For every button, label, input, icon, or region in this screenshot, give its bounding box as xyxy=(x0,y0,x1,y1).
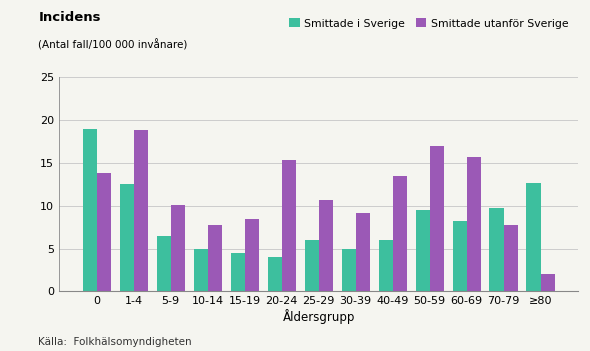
Bar xyxy=(156,236,171,291)
Bar xyxy=(208,225,222,291)
Bar xyxy=(267,257,281,291)
Bar xyxy=(526,184,540,291)
Bar xyxy=(319,200,333,291)
Bar xyxy=(503,225,517,291)
Bar xyxy=(120,184,134,291)
Text: (Antal fall/100 000 invånare): (Antal fall/100 000 invånare) xyxy=(38,39,188,50)
Bar xyxy=(392,176,407,291)
Bar xyxy=(540,274,555,291)
Bar xyxy=(415,210,430,291)
Bar xyxy=(430,146,444,291)
Bar xyxy=(171,205,185,291)
Bar xyxy=(342,249,356,291)
Bar xyxy=(379,240,392,291)
X-axis label: Åldersgrupp: Åldersgrupp xyxy=(283,309,355,324)
Text: Källa:  Folkhälsomyndigheten: Källa: Folkhälsomyndigheten xyxy=(38,338,192,347)
Bar xyxy=(281,160,296,291)
Bar xyxy=(97,173,111,291)
Text: Incidens: Incidens xyxy=(38,11,101,24)
Bar xyxy=(453,221,467,291)
Legend: Smittade i Sverige, Smittade utanför Sverige: Smittade i Sverige, Smittade utanför Sve… xyxy=(284,14,573,33)
Bar xyxy=(490,208,503,291)
Bar xyxy=(467,157,481,291)
Bar xyxy=(83,128,97,291)
Bar xyxy=(231,253,245,291)
Bar xyxy=(194,249,208,291)
Bar xyxy=(134,130,148,291)
Bar xyxy=(356,213,370,291)
Bar xyxy=(245,219,258,291)
Bar xyxy=(304,240,319,291)
